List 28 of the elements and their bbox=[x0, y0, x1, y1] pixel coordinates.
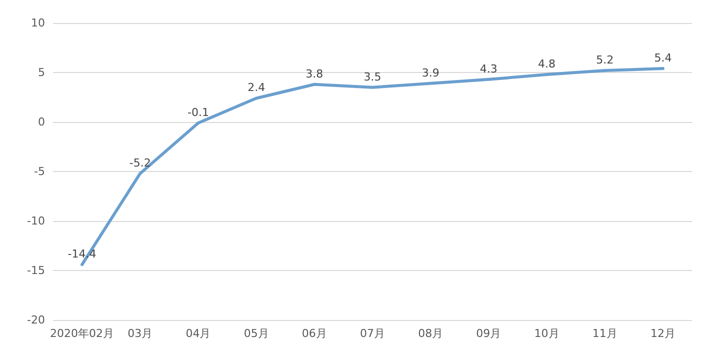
data-label: 4.3 bbox=[480, 62, 498, 76]
data-label: -5.2 bbox=[129, 156, 151, 170]
y-tick-label: 0 bbox=[38, 116, 45, 128]
x-tick-label: 08月 bbox=[418, 327, 444, 340]
data-label: 4.8 bbox=[538, 57, 556, 70]
x-tick-label: 04月 bbox=[186, 327, 211, 340]
x-tick-label: 2020年02月 bbox=[50, 327, 114, 340]
data-label: -0.1 bbox=[187, 106, 209, 119]
x-tick-label: 07月 bbox=[360, 327, 385, 340]
data-label: 5.4 bbox=[654, 52, 672, 65]
data-label: 3.9 bbox=[422, 66, 440, 80]
y-tick-label: -20 bbox=[27, 314, 45, 326]
y-tick-label: 10 bbox=[31, 16, 45, 30]
x-tick-label: 11月 bbox=[592, 327, 618, 340]
y-tick-label: 5 bbox=[38, 66, 45, 79]
x-tick-label: 10月 bbox=[534, 327, 560, 340]
data-label: 2.4 bbox=[248, 81, 266, 94]
y-tick-label: -10 bbox=[27, 214, 45, 228]
x-tick-label: 06月 bbox=[302, 327, 327, 340]
data-label: 3.8 bbox=[306, 67, 324, 80]
data-label: 3.5 bbox=[364, 70, 382, 84]
x-tick-label: 03月 bbox=[128, 327, 153, 340]
x-tick-label: 12月 bbox=[650, 327, 676, 340]
y-tick-label: -15 bbox=[27, 264, 45, 277]
y-tick-label: -5 bbox=[34, 165, 45, 178]
x-tick-label: 09月 bbox=[476, 327, 502, 340]
data-label: 5.2 bbox=[596, 54, 614, 67]
x-tick-label: 05月 bbox=[244, 327, 269, 340]
